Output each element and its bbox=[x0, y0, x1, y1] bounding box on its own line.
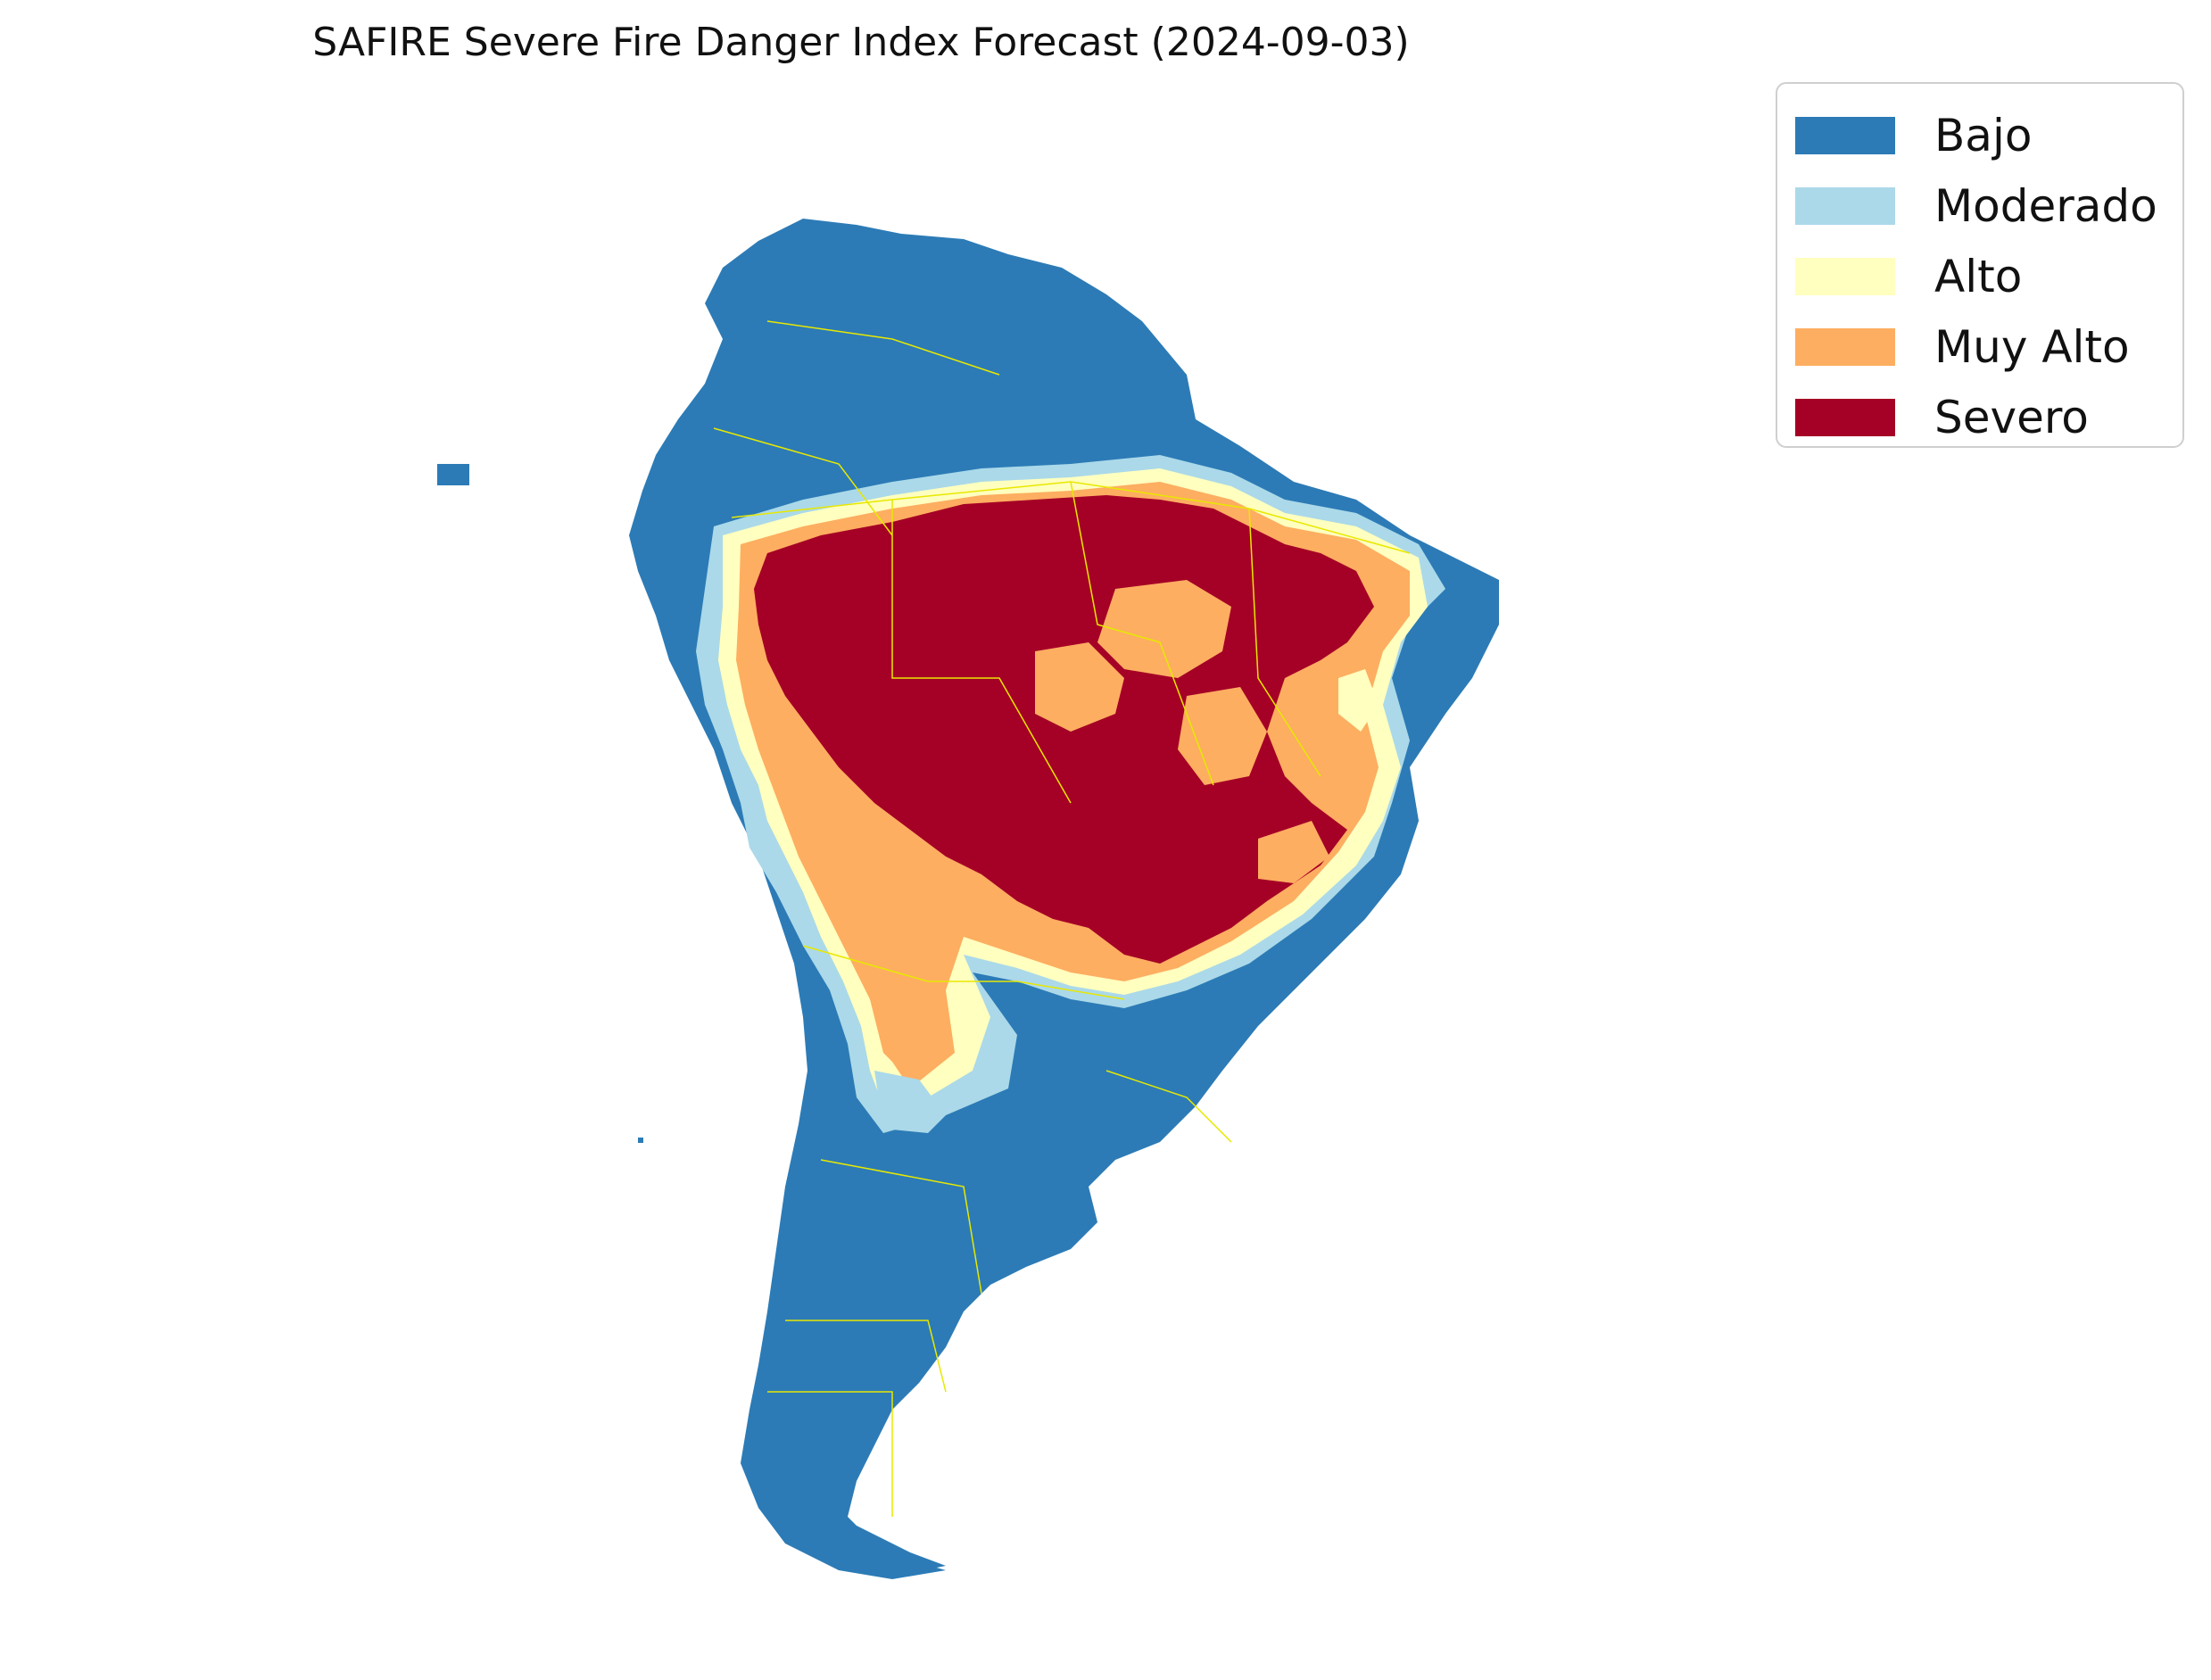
muy-alto-patch bbox=[1035, 642, 1124, 732]
small-island bbox=[638, 1138, 643, 1143]
map-legend: Bajo Moderado Alto Muy Alto Severo bbox=[1776, 82, 2184, 448]
fire-danger-map bbox=[437, 219, 1499, 1579]
map-title: SAFIRE Severe Fire Danger Index Forecast… bbox=[312, 20, 1410, 65]
muy-alto-patch bbox=[1258, 821, 1329, 883]
legend-label: Moderado bbox=[1934, 179, 2157, 232]
moderado-patch-south bbox=[874, 1071, 946, 1133]
tierra-del-fuego bbox=[803, 1517, 946, 1575]
legend-item-bajo: Bajo bbox=[1795, 100, 2182, 170]
legend-item-severo: Severo bbox=[1795, 382, 2182, 452]
legend-label: Muy Alto bbox=[1934, 320, 2130, 373]
legend-swatch-severo bbox=[1795, 398, 1895, 436]
legend-item-moderado: Moderado bbox=[1795, 170, 2182, 241]
legend-swatch-muy-alto bbox=[1795, 327, 1895, 366]
legend-swatch-alto bbox=[1795, 257, 1895, 295]
legend-swatch-moderado bbox=[1795, 186, 1895, 225]
muy-alto-patch-andes bbox=[857, 892, 946, 1071]
muy-alto-patch bbox=[1097, 580, 1231, 678]
galapagos-islands bbox=[437, 464, 469, 485]
legend-label: Alto bbox=[1934, 250, 2023, 302]
admin-borders bbox=[713, 320, 1411, 1517]
alto-patch bbox=[1338, 669, 1379, 732]
muy-alto-patch bbox=[1178, 687, 1267, 785]
legend-label: Severo bbox=[1934, 391, 2089, 443]
legend-item-alto: Alto bbox=[1795, 241, 2182, 311]
legend-swatch-bajo bbox=[1795, 116, 1895, 154]
legend-label: Bajo bbox=[1934, 109, 2033, 161]
legend-item-muy-alto: Muy Alto bbox=[1795, 311, 2182, 382]
